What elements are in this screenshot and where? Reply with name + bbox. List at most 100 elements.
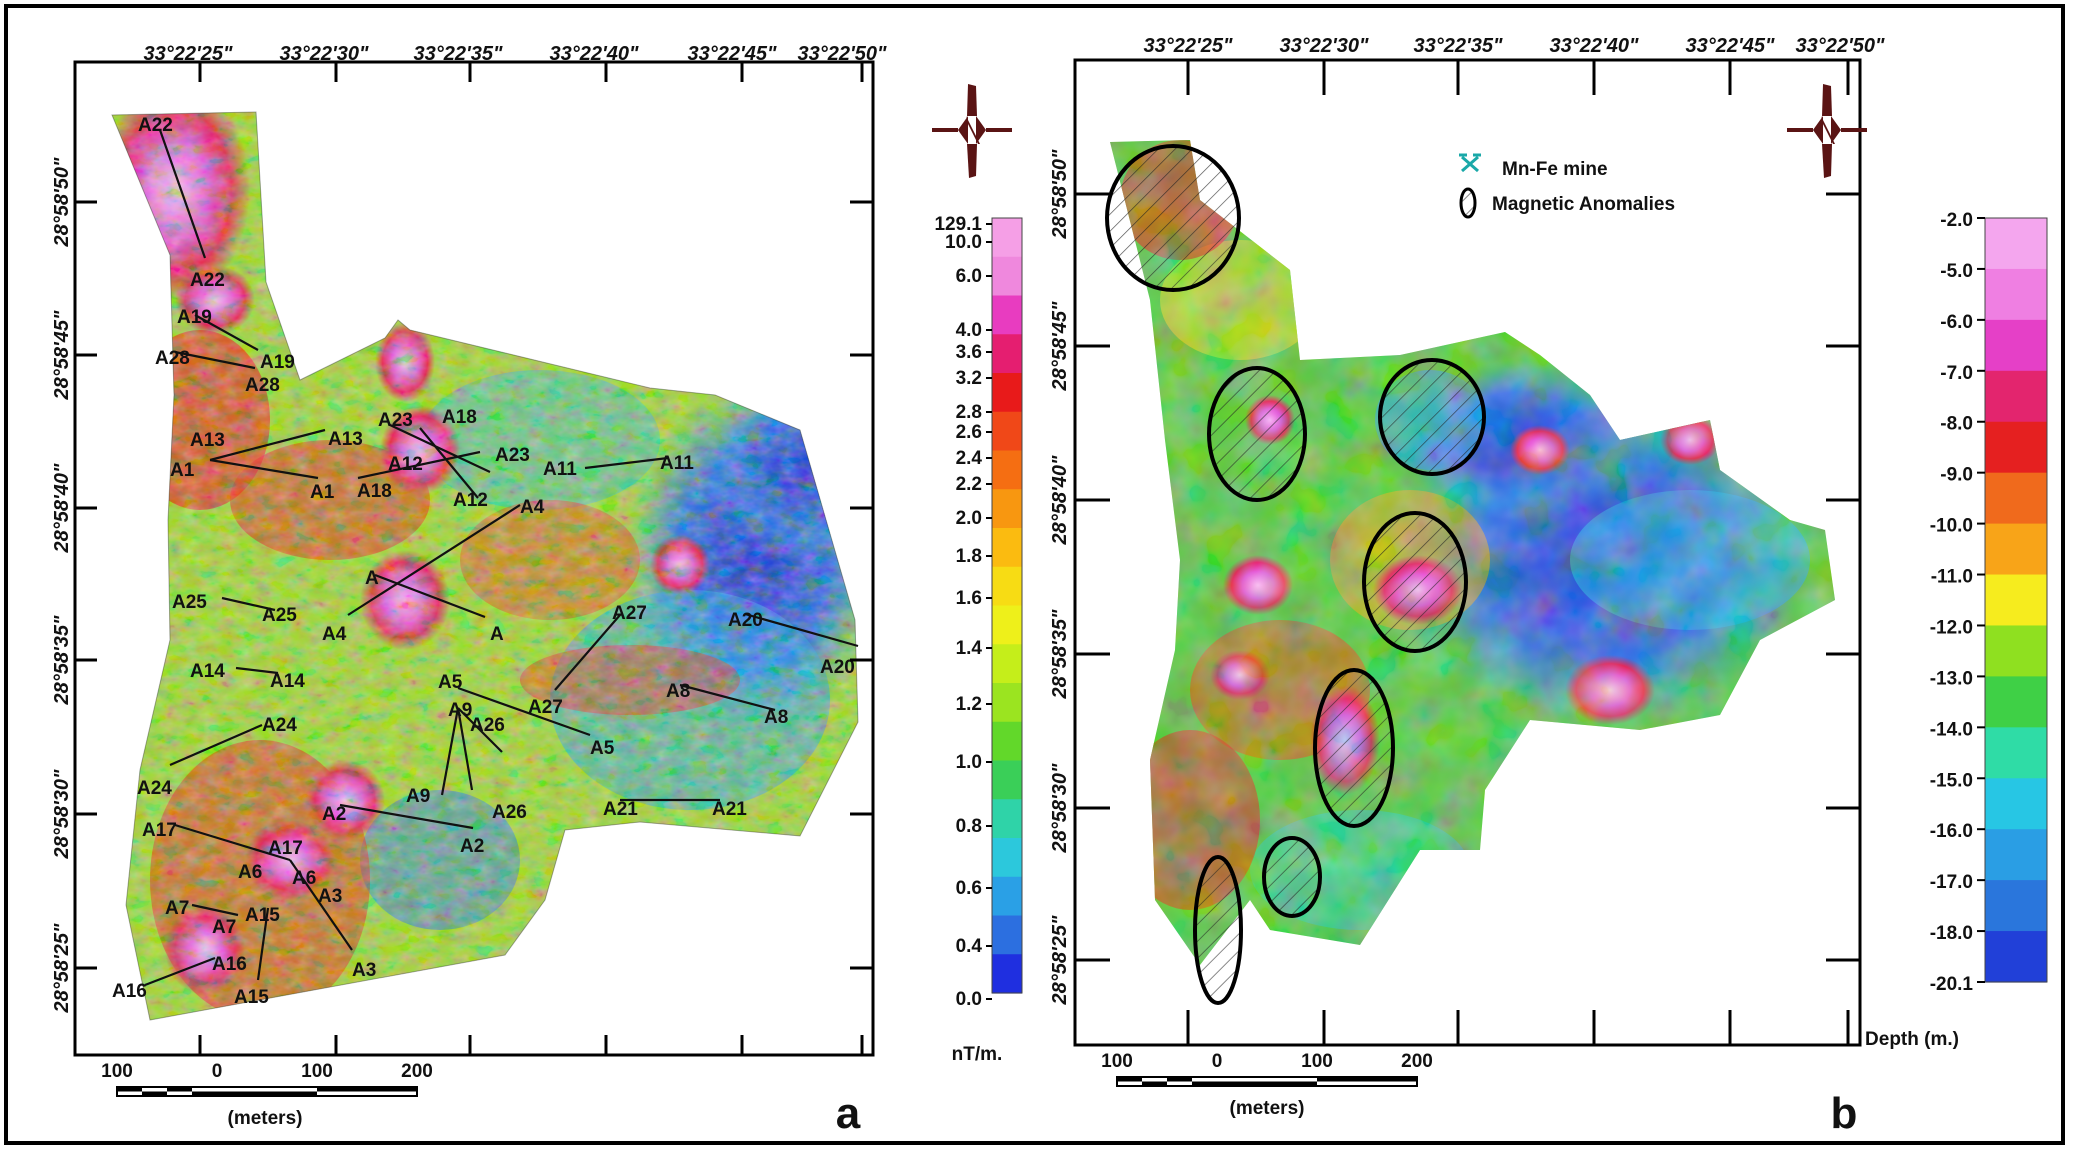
colorbar-b-swatch (1985, 218, 2047, 270)
panel-a-scale-bar: 100 0 100 200 (meters) (101, 1061, 433, 1129)
lat-label: 28°58'30" (1049, 763, 1071, 853)
colorbar-b-tick-label: -9.0 (1940, 465, 1973, 486)
lat-label: 28°58'45" (1049, 301, 1071, 391)
scale-label: 100 (301, 1061, 333, 1082)
colorbar-b-tick-label: -10.0 (1930, 516, 1973, 537)
profile-label: A12 (388, 454, 423, 475)
colorbar-b-tick-label: -17.0 (1930, 872, 1973, 893)
profile-label: A19 (177, 307, 212, 328)
colorbar-b-tick-label: -16.0 (1930, 821, 1973, 842)
colorbar-a-swatch (992, 876, 1022, 917)
lat-label: 28°58'45" (51, 310, 73, 400)
profile-label: A14 (190, 661, 225, 682)
profile-label: A13 (328, 429, 363, 450)
colorbar-a-tick-label: 0.8 (956, 816, 982, 837)
colorbar-a-tick-label: 6.0 (956, 266, 982, 287)
colorbar-b-tick-label: -14.0 (1930, 719, 1973, 740)
colorbar-b-tick-label: -7.0 (1940, 363, 1973, 384)
lon-label: 33°22'30" (280, 43, 369, 65)
profile-label: A12 (453, 490, 488, 511)
scale-label: 0 (1212, 1051, 1223, 1072)
profile-label: A6 (238, 862, 262, 883)
colorbar-a-swatch (992, 954, 1022, 994)
legend-anomalies-label: Magnetic Anomalies (1492, 194, 1675, 215)
profile-label: A22 (190, 270, 225, 291)
profile-label: A11 (543, 459, 577, 480)
lon-label: 33°22'25" (1144, 35, 1233, 57)
colorbar-a-swatch (992, 760, 1022, 800)
anomaly-ellipse (1313, 668, 1395, 828)
scale-label: 100 (1301, 1051, 1333, 1072)
profile-label: A1 (170, 460, 195, 481)
lat-label: 28°58'25" (51, 923, 73, 1013)
scale-label: 0 (212, 1061, 223, 1082)
panel-a-survey-outline (111, 111, 859, 1021)
anomaly-ellipse (1378, 358, 1486, 476)
colorbar-b-tick-label: -20.1 (1930, 974, 1974, 995)
colorbar-b-swatch (1985, 268, 2047, 321)
mine-icon (1459, 153, 1481, 173)
colorbar-a-tick-label: 2.6 (956, 422, 982, 443)
profile-label: A3 (352, 960, 376, 981)
panel-a-lat-labels: 28°58'50" 28°58'45" 28°58'40" 28°58'35" … (51, 157, 73, 1013)
colorbar-a-swatch (992, 373, 1022, 413)
colorbar-b-tick-label: -15.0 (1930, 770, 1973, 791)
profile-label: A15 (234, 987, 269, 1008)
profile-label: A (490, 624, 504, 645)
colorbar-a-tick-label: 2.0 (956, 508, 982, 529)
lon-label: 33°22'50" (1796, 35, 1885, 57)
colorbar-b-tick-label: -8.0 (1940, 414, 1973, 435)
colorbar-a-swatch (992, 683, 1022, 723)
anomaly-ellipse (1105, 144, 1241, 292)
profile-label: A4 (322, 624, 347, 645)
panel-b-lon-labels: 33°22'25" 33°22'30" 33°22'35" 33°22'40" … (1144, 35, 1885, 57)
profile-label: A19 (260, 352, 295, 373)
colorbar-a-swatch (992, 566, 1022, 607)
profile-label: A7 (165, 898, 189, 919)
colorbar-b-outline (1984, 217, 2048, 983)
colorbar-b-tick-label: -13.0 (1930, 668, 1973, 689)
profile-label: A27 (528, 697, 563, 718)
colorbar-b-tick-label: -5.0 (1940, 261, 1973, 282)
profile-label: A (365, 568, 379, 589)
colorbar-a-swatch (992, 295, 1022, 335)
colorbar-b-swatch (1985, 370, 2047, 423)
colorbar-a-tick-label: 1.6 (956, 588, 982, 609)
colorbar-b-swatch (1985, 472, 2047, 525)
anomaly-ellipse (1207, 366, 1307, 502)
colorbar-b-swatch (1985, 523, 2047, 576)
colorbar-b-swatch (1985, 319, 2047, 372)
colorbar-b-swatch (1985, 778, 2047, 830)
colorbar-a-tick-label: 129.1 (934, 214, 982, 235)
profile-label: A17 (268, 838, 303, 859)
profile-label: A23 (378, 410, 413, 431)
panel-a-ticks (75, 62, 873, 1055)
profile-label: A4 (520, 497, 545, 518)
panel-b-colorbar: -2.0 -5.0 -6.0 -7.0 -8.0 -9.0 -10.0 -11.0 -12.0 -… (1930, 210, 2048, 995)
lat-label: 28°58'35" (1049, 609, 1071, 699)
profile-label: A24 (262, 715, 297, 736)
colorbar-b-unit: Depth (m.) (1865, 1029, 1959, 1050)
panel-a-profile-lines (144, 129, 859, 987)
north-arrow-icon (932, 84, 1012, 178)
colorbar-a-tick-label: 1.8 (956, 546, 982, 567)
colorbar-b-swatch (1985, 676, 2047, 728)
anomaly-ellipse (1193, 855, 1243, 1005)
anomaly-ellipse (1362, 511, 1468, 653)
scale-label: 100 (1101, 1051, 1133, 1072)
colorbar-b-swatch (1985, 421, 2047, 474)
profile-label: A21 (712, 799, 747, 820)
scale-unit: (meters) (228, 1108, 303, 1129)
profile-label: A7 (212, 917, 236, 938)
profile-label: A16 (212, 954, 247, 975)
magnetic-anomaly-ellipses (1105, 144, 1486, 1005)
profile-label: A15 (245, 905, 280, 926)
profile-label: A17 (142, 820, 177, 841)
colorbar-a-unit: nT/m. (952, 1044, 1003, 1065)
profile-label: A11 (660, 453, 694, 474)
panel-b-ticks (1075, 60, 1860, 1045)
profile-label: A26 (470, 715, 505, 736)
colorbar-a-tick-label: 4.0 (956, 320, 982, 341)
colorbar-a-swatch (992, 489, 1022, 529)
profile-label: A26 (492, 802, 527, 823)
